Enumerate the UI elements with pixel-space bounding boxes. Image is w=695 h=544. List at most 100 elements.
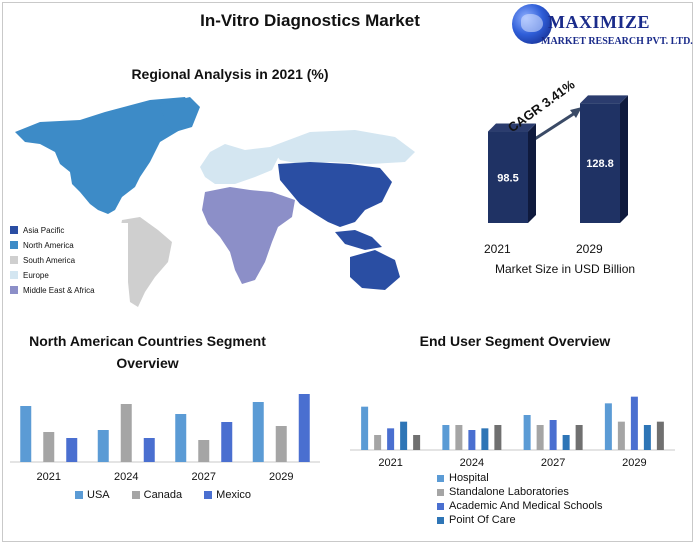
market-bar	[580, 103, 620, 223]
chart-bar	[275, 426, 287, 462]
map-region-asia-pacific	[278, 162, 392, 227]
chart-bar	[536, 425, 544, 450]
legend-label: Academic And Medical Schools	[449, 500, 603, 512]
map-legend-label: Europe	[23, 270, 49, 280]
market-bar-value: 128.8	[586, 158, 614, 170]
page-title: In-Vitro Diagnostics Market	[200, 11, 420, 30]
map-legend-label: South America	[23, 255, 76, 265]
x-tick-label: 2021	[37, 471, 61, 483]
map-region-south-america	[118, 217, 172, 307]
chart-bar	[523, 415, 531, 450]
end-user-chart-legend: Hospital Standalone Laboratories Academi…	[437, 471, 602, 527]
chart-bar	[120, 404, 132, 462]
legend-item-hospital: Hospital	[437, 471, 602, 485]
legend-item-standalone-labs: Standalone Laboratories	[437, 485, 602, 499]
market-bar-top	[580, 95, 628, 104]
chart-bar	[20, 406, 32, 462]
map-legend: Asia Pacific North America South America…	[10, 223, 128, 303]
chart-bar	[656, 421, 664, 450]
chart-bar	[442, 425, 450, 450]
legend-label: Mexico	[216, 489, 252, 501]
map-legend-item: North America	[10, 238, 128, 252]
market-bar-top	[488, 123, 536, 132]
legend-swatch	[10, 226, 18, 234]
x-tick-label: 2029	[622, 457, 646, 469]
map-legend-label: North America	[23, 240, 74, 250]
na-chart-title: North American Countries Segment Overvie…	[29, 333, 266, 371]
legend-swatch	[10, 256, 18, 264]
legend-item-point-of-care: Point Of Care	[437, 513, 602, 527]
chart-bar	[617, 421, 625, 450]
chart-bar	[143, 438, 155, 462]
logo-main-text: MAXIMIZE	[548, 12, 650, 32]
map-legend-item: Asia Pacific	[10, 223, 128, 237]
legend-label: Hospital	[449, 472, 489, 484]
cagr-arrow-head	[570, 107, 582, 118]
map-region-middle-east-africa	[202, 187, 295, 284]
map-legend-item: South America	[10, 253, 128, 267]
chart-bar	[387, 428, 395, 450]
logo-sub-text: MARKET RESEARCH PVT. LTD.	[541, 36, 693, 47]
legend-label: Canada	[143, 489, 183, 501]
legend-swatch	[204, 491, 213, 499]
end-user-chart-title: End User Segment Overview	[419, 333, 611, 349]
chart-bar	[221, 422, 233, 462]
end-user-segment-chart: 2021 2024 2027 2029	[350, 396, 675, 469]
chart-bar	[643, 425, 651, 450]
legend-swatch	[437, 488, 444, 496]
company-logo: MAXIMIZE MARKET RESEARCH PVT. LTD.	[508, 4, 693, 56]
chart-bar	[175, 414, 187, 462]
map-legend-item: Europe	[10, 268, 128, 282]
chart-bar	[361, 406, 369, 450]
legend-swatch	[437, 474, 444, 482]
chart-bar	[549, 420, 557, 450]
map-region-southeast-asia	[335, 230, 382, 250]
chart-bar	[468, 430, 476, 450]
legend-label: Standalone Laboratories	[449, 486, 569, 498]
chart-bar	[198, 440, 210, 462]
market-bar-side	[620, 95, 628, 223]
legend-item-mexico: Mexico	[204, 489, 251, 501]
legend-swatch	[10, 271, 18, 279]
market-year-2029: 2029	[576, 242, 603, 256]
chart-bar	[630, 396, 638, 450]
map-legend-label: Asia Pacific	[23, 225, 65, 235]
market-bar	[488, 131, 528, 223]
legend-swatch	[131, 491, 140, 499]
map-region-oceania	[350, 250, 400, 290]
chart-bar	[413, 435, 421, 450]
chart-bar	[455, 425, 463, 450]
market-size-caption: Market Size in USD Billion	[495, 262, 636, 276]
map-legend-label: Middle East & Africa	[23, 285, 95, 295]
map-legend-item: Middle East & Africa	[10, 283, 128, 297]
legend-swatch	[75, 491, 83, 499]
chart-bar	[298, 394, 310, 462]
legend-label: USA	[87, 489, 110, 501]
chart-bar	[374, 435, 382, 450]
map-region-north-america	[15, 97, 195, 214]
legend-swatch	[437, 516, 444, 524]
market-size-chart: 98.5 128.8	[488, 95, 628, 223]
x-tick-label: 2027	[192, 471, 216, 483]
x-tick-label: 2024	[114, 471, 138, 483]
market-bar-value: 98.5	[497, 172, 518, 184]
chart-bar	[252, 402, 264, 462]
na-segment-chart: 2021 2024 2027 2029	[10, 394, 320, 483]
legend-swatch	[10, 241, 18, 249]
legend-item-usa: USA	[75, 489, 110, 501]
na-chart-legend: USA Canada Mexico	[75, 489, 273, 501]
legend-swatch	[437, 502, 444, 510]
map-title: Regional Analysis in 2021 (%)	[131, 66, 329, 82]
chart-bar	[66, 438, 78, 462]
x-tick-label: 2029	[269, 471, 293, 483]
chart-bar	[562, 435, 570, 450]
chart-bar	[575, 425, 583, 450]
world-map	[15, 97, 415, 307]
legend-swatch	[10, 286, 18, 294]
chart-bar	[481, 428, 489, 450]
chart-bar	[604, 403, 612, 450]
map-region-north-asia	[270, 130, 415, 164]
map-region-europe	[200, 144, 280, 184]
chart-bar	[43, 432, 55, 462]
legend-item-academic: Academic And Medical Schools	[437, 499, 602, 513]
